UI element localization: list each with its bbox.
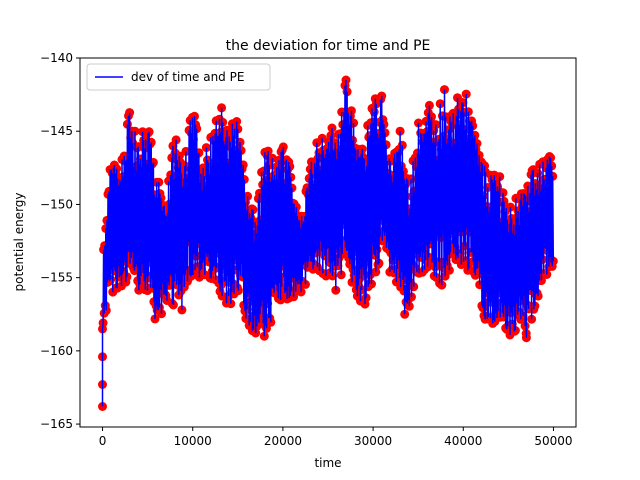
x-axis-label: time — [314, 456, 341, 470]
y-tick-label: −145 — [40, 124, 73, 138]
y-tick-label: −150 — [40, 197, 73, 211]
data-point-marker — [177, 305, 187, 315]
legend-box — [86, 63, 271, 91]
y-tick-label: −165 — [40, 417, 73, 431]
y-axis: −165 −160 −155 −150 −145 −140 — [40, 51, 80, 431]
plot-frame — [79, 57, 577, 428]
x-tick-label: 30000 — [354, 434, 392, 448]
legend-entry-label: dev of time and PE — [131, 70, 244, 84]
series-line — [101, 79, 555, 407]
y-tick-label: −160 — [40, 344, 73, 358]
x-tick-label: 20000 — [264, 434, 302, 448]
x-tick-label: 40000 — [444, 434, 482, 448]
plot-area — [98, 75, 558, 411]
data-point-marker — [356, 296, 365, 306]
x-tick-label: 50000 — [534, 434, 572, 448]
y-tick-label: −140 — [40, 51, 73, 65]
x-tick-label: 10000 — [174, 434, 212, 448]
y-tick-label: −155 — [40, 271, 73, 285]
legend: dev of time and PE — [86, 63, 271, 91]
x-axis: 0 10000 20000 30000 40000 50000 — [99, 427, 573, 448]
x-tick-label: 0 — [99, 434, 107, 448]
y-axis-label: potential energy — [12, 192, 26, 291]
chart-title: the deviation for time and PE — [226, 38, 431, 54]
line-layer — [101, 79, 555, 407]
data-point-marker — [400, 309, 410, 319]
data-point-marker — [521, 333, 531, 343]
